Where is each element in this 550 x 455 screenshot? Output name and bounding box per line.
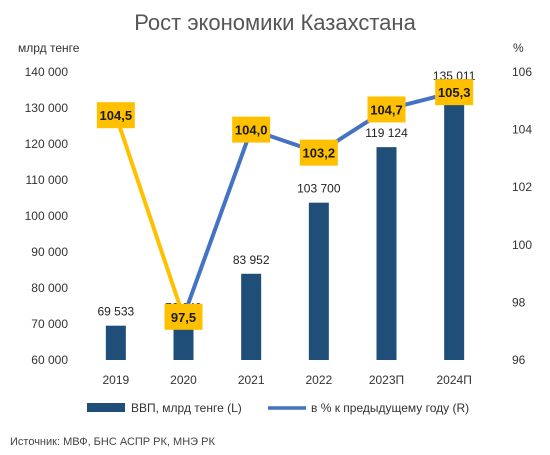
left-axis: 60 000 70 000 80 000 90 000 100 000 110 000 12… (25, 65, 69, 367)
left-tick-label: 140 000 (25, 65, 69, 79)
growth-line-highlight (113, 113, 186, 319)
legend-bar-swatch (87, 403, 125, 412)
x-tick-label: 2024П (437, 373, 472, 387)
bar (241, 273, 262, 360)
line-value-labels: 104,5 97,5 104,0 103,2 104,7 105,3 (96, 79, 474, 330)
right-axis: 96 98 100 102 104 106 (512, 65, 532, 367)
bar-value-label: 119 124 (365, 126, 408, 140)
left-tick-label: 120 000 (25, 137, 69, 151)
bar (105, 325, 126, 360)
chart-title: Рост экономики Казахстана (134, 10, 416, 35)
legend-bar-label: ВВП, млрд тенге (L) (131, 401, 242, 415)
line-value-label: 97,5 (171, 310, 196, 325)
line-value-label: 104,7 (370, 102, 403, 117)
left-tick-label: 90 000 (31, 245, 68, 259)
bar (173, 321, 194, 360)
bar (308, 202, 329, 360)
x-tick-label: 2022 (305, 373, 332, 387)
line-value-label: 105,3 (438, 85, 471, 100)
line-value-label: 104,0 (235, 123, 268, 138)
x-tick-label: 2021 (238, 373, 265, 387)
right-tick-label: 106 (512, 65, 532, 79)
bar-value-label: 69 533 (97, 305, 134, 319)
right-tick-label: 104 (512, 123, 532, 137)
x-axis: 2019 2020 2021 2022 2023П 2024П (102, 373, 471, 387)
right-tick-label: 96 (512, 353, 526, 367)
right-tick-label: 98 (512, 295, 526, 309)
line-value-box (299, 139, 338, 166)
right-tick-label: 102 (512, 180, 532, 194)
source-note: Источник: МВФ, БНС АСПР РК, МНЭ РК (10, 436, 215, 448)
line-value-label: 104,5 (100, 108, 133, 123)
bar-value-label: 83 952 (233, 253, 270, 267)
line-value-box (435, 79, 474, 106)
legend-line-label: в % к предыдущему году (R) (311, 401, 469, 415)
line-value-box (96, 102, 135, 129)
left-tick-label: 110 000 (26, 173, 69, 187)
left-tick-label: 70 000 (31, 317, 68, 331)
bar (444, 89, 465, 361)
line-value-label: 103,2 (303, 146, 336, 161)
x-tick-label: 2023П (369, 373, 404, 387)
legend: ВВП, млрд тенге (L) в % к предыдущему го… (87, 401, 469, 415)
right-tick-label: 100 (512, 238, 532, 252)
bar (376, 147, 397, 360)
x-tick-label: 2020 (170, 373, 197, 387)
x-tick-label: 2019 (102, 373, 129, 387)
left-axis-unit: млрд тенге (18, 41, 80, 55)
left-tick-label: 80 000 (31, 281, 68, 295)
line-value-box (232, 116, 271, 143)
left-tick-label: 130 000 (25, 101, 69, 115)
bar-series (105, 89, 465, 361)
line-value-box (164, 303, 203, 330)
right-axis-unit: % (513, 41, 524, 55)
left-tick-label: 60 000 (31, 353, 68, 367)
bar-value-label: 103 700 (297, 182, 341, 196)
line-value-box (367, 96, 406, 123)
left-tick-label: 100 000 (25, 209, 69, 223)
